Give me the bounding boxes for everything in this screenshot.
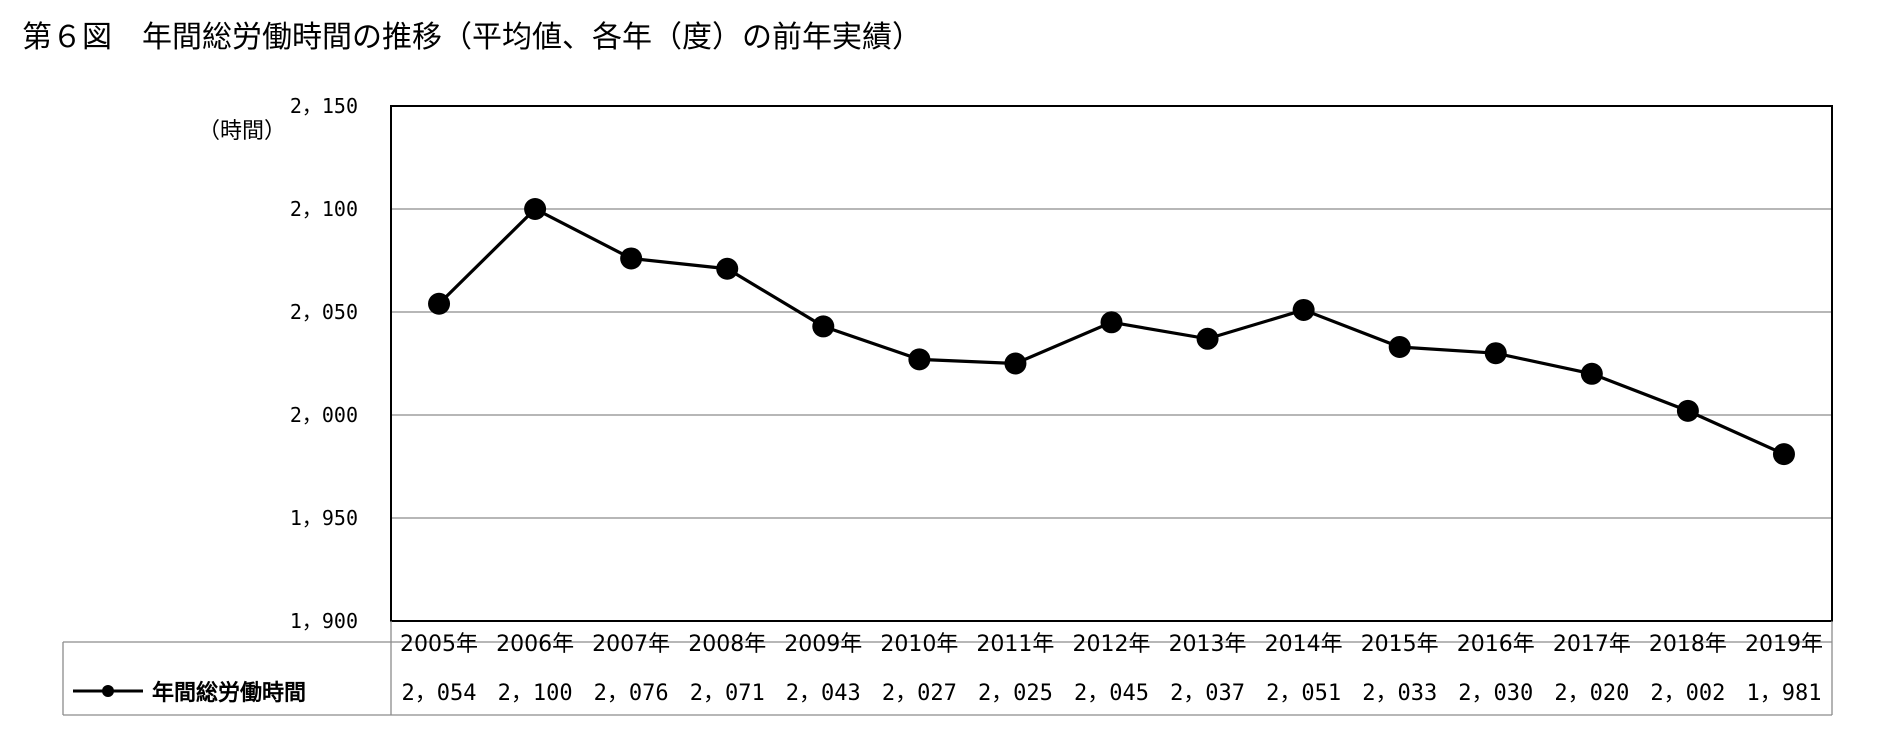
- data-table-value: 2，025: [978, 681, 1053, 706]
- x-category-label: 2008年: [688, 632, 766, 657]
- x-category-label: 2013年: [1169, 632, 1247, 657]
- x-category-label: 2005年: [400, 632, 478, 657]
- data-point: [1772, 443, 1795, 466]
- data-point: [620, 247, 643, 270]
- y-tick-label: 2，100: [290, 197, 358, 221]
- data-table-value: 2，002: [1650, 681, 1725, 706]
- data-table-value: 2，076: [594, 681, 669, 706]
- data-table-value: 2，037: [1170, 681, 1245, 706]
- y-tick-label: 2，150: [290, 94, 358, 118]
- data-point: [1004, 352, 1027, 375]
- data-table-value: 2，020: [1554, 681, 1629, 706]
- y-tick-label: 1，900: [290, 609, 358, 633]
- data-point: [1484, 342, 1507, 365]
- data-point: [1196, 327, 1219, 350]
- data-table: 2005年 2006年 2007年 2008年 2009年 2010年 2011年 2012年…: [62, 621, 1833, 716]
- data-table-value: 2，045: [1074, 681, 1149, 706]
- data-point: [1100, 311, 1123, 334]
- x-category-label: 2010年: [880, 632, 958, 657]
- legend-marker-icon: [102, 685, 114, 697]
- data-table-value: 2，043: [786, 681, 861, 706]
- x-category-label: 2016年: [1457, 632, 1535, 657]
- series-points: [428, 198, 1795, 466]
- y-tick-label: 1，950: [290, 506, 358, 530]
- data-table-value: 1，981: [1746, 681, 1821, 706]
- data-table-value: 2，027: [882, 681, 957, 706]
- data-point: [1676, 399, 1699, 422]
- x-category-label: 2018年: [1649, 632, 1727, 657]
- data-point: [524, 198, 547, 220]
- x-category-label: 2014年: [1265, 632, 1343, 657]
- x-category-label: 2012年: [1073, 632, 1151, 657]
- data-table-value: 2，030: [1458, 681, 1533, 706]
- y-tick-label: 2，050: [290, 300, 358, 324]
- data-table-value: 2，071: [690, 681, 765, 706]
- data-point: [1388, 336, 1411, 359]
- data-table-value: 2，100: [498, 681, 573, 706]
- gridlines: [391, 208, 1832, 519]
- y-axis-unit-label: （時間）: [198, 119, 287, 144]
- data-point: [1292, 298, 1315, 321]
- plot-area-border: [390, 105, 1833, 622]
- data-point: [812, 315, 835, 338]
- y-tick-label: 2，000: [290, 403, 358, 427]
- data-point: [1580, 362, 1603, 385]
- x-category-label: 2019年: [1745, 632, 1823, 657]
- page-title: 第６図 年間総労働時間の推移（平均値、各年（度）の前年実績）: [22, 20, 922, 55]
- data-table-value: 2，033: [1362, 681, 1437, 706]
- x-category-label: 2017年: [1553, 632, 1631, 657]
- x-category-label: 2007年: [592, 632, 670, 657]
- data-point: [716, 257, 739, 280]
- x-category-label: 2006年: [496, 632, 574, 657]
- x-category-label: 2011年: [976, 632, 1054, 657]
- legend-series-name: 年間総労働時間: [152, 680, 306, 706]
- data-table-value: 2，054: [402, 681, 477, 706]
- x-category-label: 2015年: [1361, 632, 1439, 657]
- data-point: [428, 292, 451, 315]
- x-category-label: 2009年: [784, 632, 862, 657]
- data-table-value: 2，051: [1266, 681, 1341, 706]
- y-axis-ticks: 1，900 1，950 2，000 2，050 2，100 2，150: [290, 94, 358, 633]
- data-point: [908, 348, 931, 371]
